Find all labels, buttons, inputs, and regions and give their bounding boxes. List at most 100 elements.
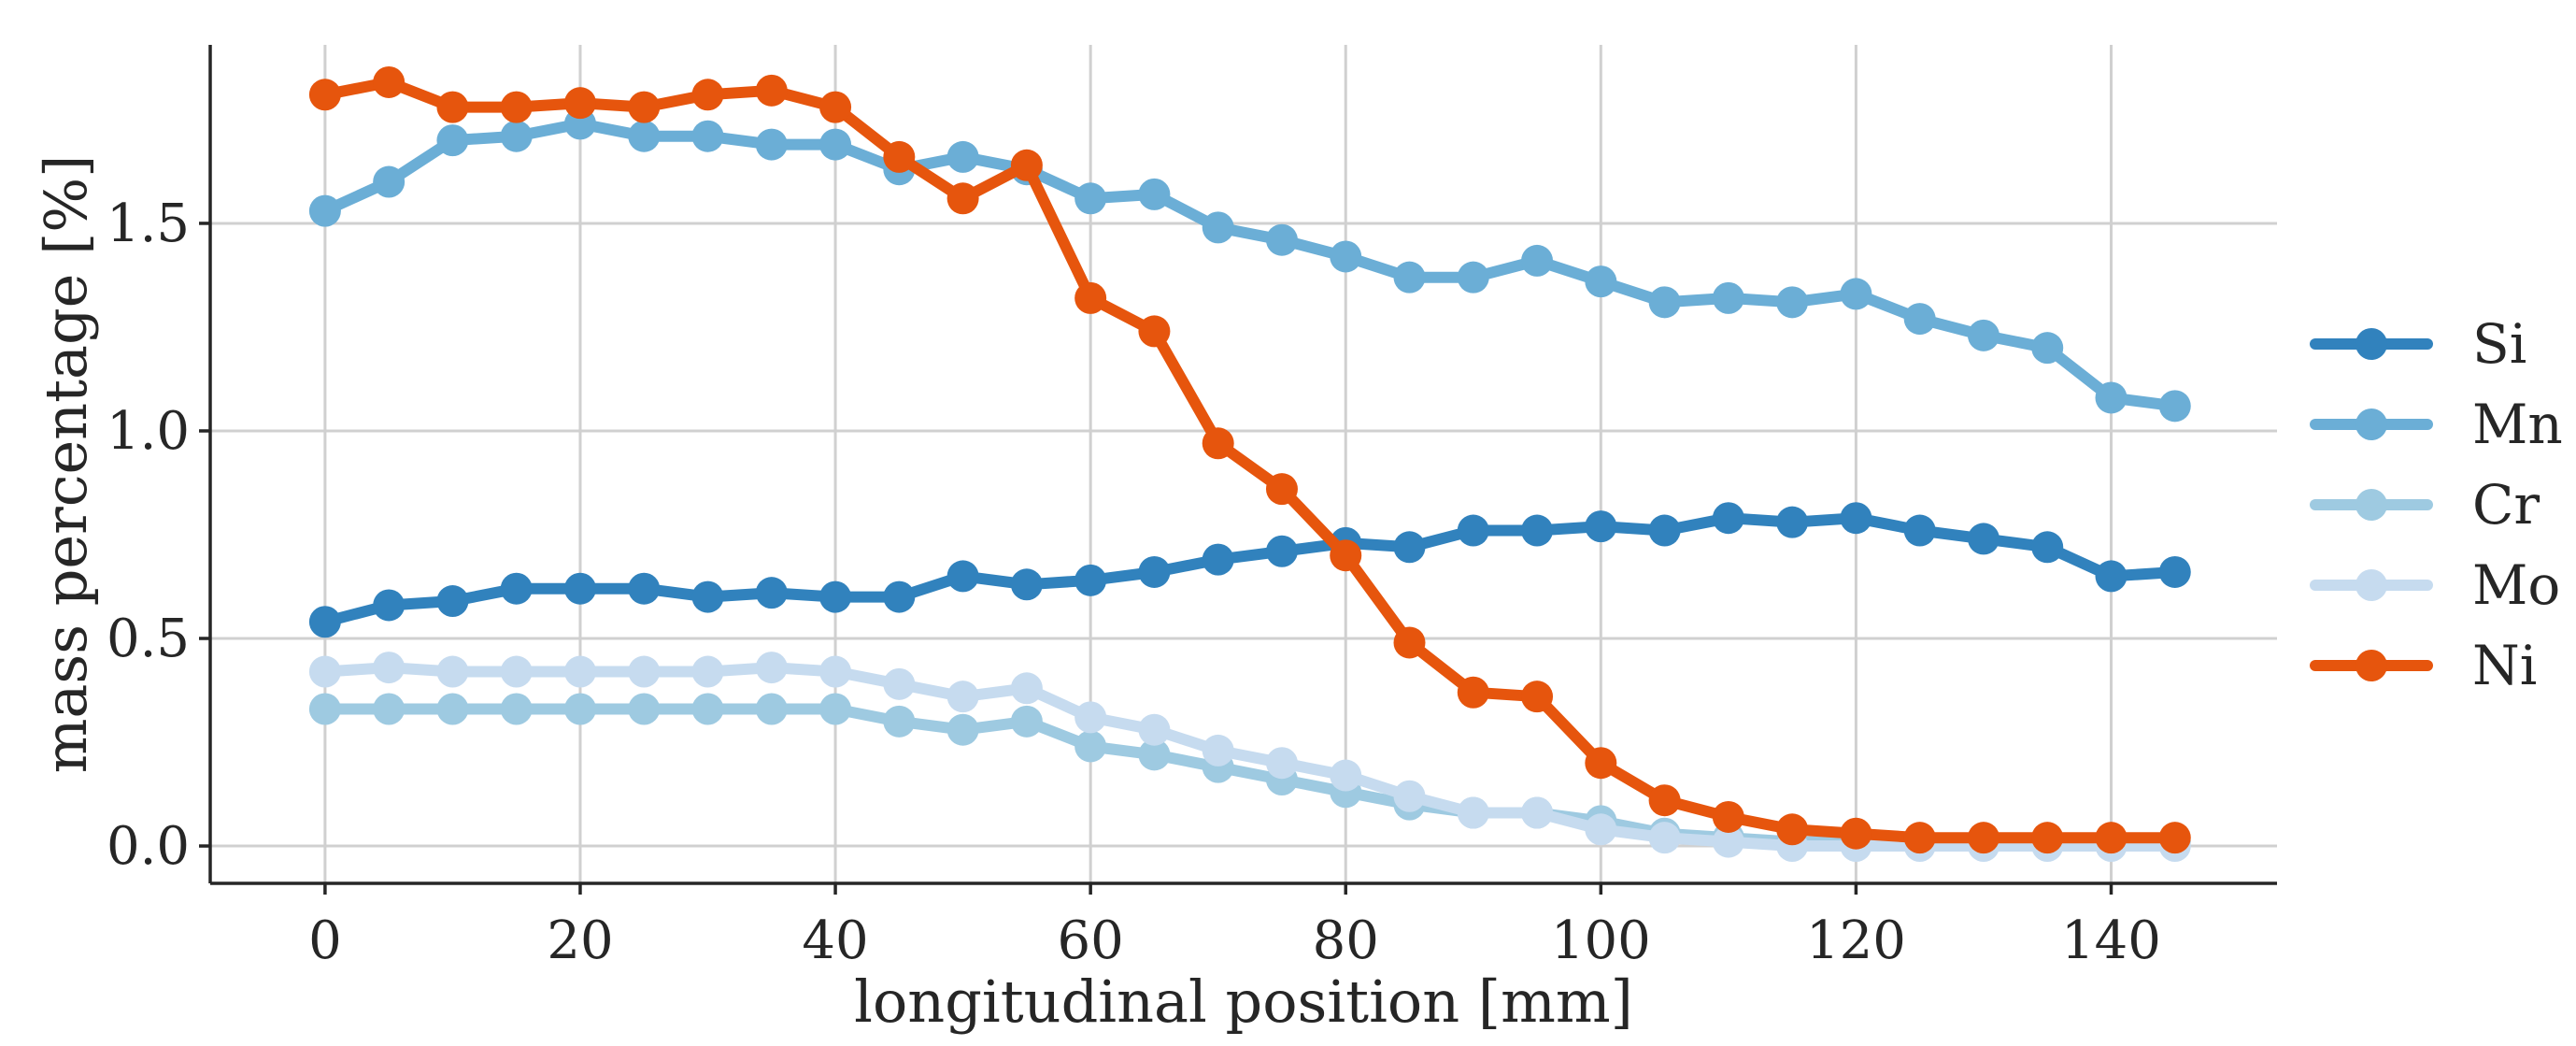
legend-label: Ni <box>2472 634 2537 697</box>
data-point-cr <box>883 705 916 738</box>
series-line-si <box>319 512 2181 628</box>
y-tick-label: 1.5 <box>107 193 190 254</box>
data-point-ni <box>1776 813 1809 846</box>
series-mo <box>308 652 2191 863</box>
legend-label: Mo <box>2472 553 2560 617</box>
y-axis-label: mass percentage [%] <box>32 155 100 774</box>
axes <box>199 45 2277 895</box>
data-point-ni <box>563 87 596 120</box>
data-point-si <box>2031 531 2064 564</box>
x-tick-label: 80 <box>1313 910 1379 971</box>
data-point-mo <box>755 652 788 684</box>
data-point-mn <box>1138 178 1171 210</box>
data-point-mo <box>1457 796 1489 829</box>
data-point-si <box>1010 568 1043 601</box>
data-point-mn <box>1903 303 1936 336</box>
series-ni <box>308 65 2191 854</box>
x-tick-label: 40 <box>802 910 868 971</box>
data-point-ni <box>883 140 916 173</box>
legend-swatch-marker <box>2355 328 2387 360</box>
data-point-ni <box>628 91 661 123</box>
data-point-mn <box>946 140 979 173</box>
legend-item-cr: Cr <box>2310 473 2540 537</box>
data-point-mo <box>1393 780 1426 812</box>
data-point-cr <box>1010 705 1043 738</box>
data-point-mn <box>691 120 724 152</box>
data-point-mo <box>1265 747 1298 780</box>
data-point-mo <box>1010 672 1043 705</box>
data-point-ni <box>1903 822 1936 854</box>
data-point-ni <box>308 79 341 111</box>
data-point-mo <box>628 655 661 688</box>
data-point-mo <box>373 652 406 684</box>
series-line-mo <box>319 662 2181 852</box>
tick-labels: 0 20 40 60 80 100 120 140 0.0 0.5 1.0 1.5 <box>107 193 2161 971</box>
data-point-si <box>1075 564 1107 596</box>
data-point-si <box>1776 506 1809 538</box>
data-point-mn <box>373 165 406 198</box>
data-point-si <box>500 572 533 605</box>
legend-swatch-marker <box>2355 569 2387 601</box>
data-point-ni <box>819 91 852 123</box>
data-point-cr <box>755 693 788 725</box>
data-point-si <box>1265 535 1298 567</box>
legend-label: Mn <box>2472 393 2563 456</box>
series-line-ni <box>319 77 2181 844</box>
data-point-mn <box>1648 286 1681 319</box>
data-point-mn <box>308 194 341 227</box>
data-point-mn <box>1393 261 1426 294</box>
data-point-si <box>1202 543 1234 576</box>
data-point-si <box>373 589 406 622</box>
data-point-mn <box>1967 319 2000 351</box>
data-point-mo <box>563 655 596 688</box>
data-point-mo <box>308 655 341 688</box>
y-tick-label: 0.5 <box>107 609 190 669</box>
data-point-mo <box>436 655 469 688</box>
data-point-si <box>436 585 469 618</box>
series-line-mn <box>319 118 2181 412</box>
data-point-si <box>1457 514 1489 547</box>
data-point-cr <box>308 693 341 725</box>
data-point-si <box>1585 510 1617 543</box>
data-point-cr <box>436 693 469 725</box>
legend-swatch-marker <box>2355 489 2387 521</box>
data-point-si <box>1967 523 2000 555</box>
legend-item-mn: Mn <box>2310 393 2563 456</box>
data-point-mn <box>1521 244 1554 277</box>
data-point-si <box>946 560 979 593</box>
data-point-si <box>1903 514 1936 547</box>
data-point-mo <box>819 655 852 688</box>
data-point-si <box>628 572 661 605</box>
data-point-ni <box>2158 822 2191 854</box>
data-point-si <box>2095 560 2128 593</box>
data-point-si <box>1712 502 1744 535</box>
data-point-cr <box>1138 738 1171 771</box>
data-point-mn <box>2031 332 2064 365</box>
x-tick-label: 120 <box>1806 910 1906 971</box>
data-point-cr <box>946 713 979 746</box>
data-point-mn <box>1585 265 1617 298</box>
data-point-ni <box>1010 149 1043 181</box>
series-mn <box>308 107 2191 423</box>
data-point-ni <box>946 182 979 215</box>
data-point-ni <box>500 91 533 123</box>
data-point-mn <box>628 120 661 152</box>
data-point-mo <box>1712 825 1744 858</box>
data-point-si <box>1138 555 1171 588</box>
data-point-ni <box>1330 539 1362 572</box>
data-point-mn <box>1265 223 1298 256</box>
legend-swatch-marker <box>2355 650 2387 681</box>
data-point-mo <box>1585 813 1617 846</box>
data-point-ni <box>691 79 724 111</box>
data-point-ni <box>1648 784 1681 817</box>
data-point-mn <box>819 128 852 161</box>
data-point-mn <box>1457 261 1489 294</box>
data-point-ni <box>1521 681 1554 713</box>
data-point-si <box>563 572 596 605</box>
legend-item-mo: Mo <box>2310 553 2560 617</box>
data-point-cr <box>691 693 724 725</box>
data-point-mo <box>883 667 916 700</box>
data-point-mn <box>2095 381 2128 414</box>
data-point-ni <box>1585 747 1617 780</box>
